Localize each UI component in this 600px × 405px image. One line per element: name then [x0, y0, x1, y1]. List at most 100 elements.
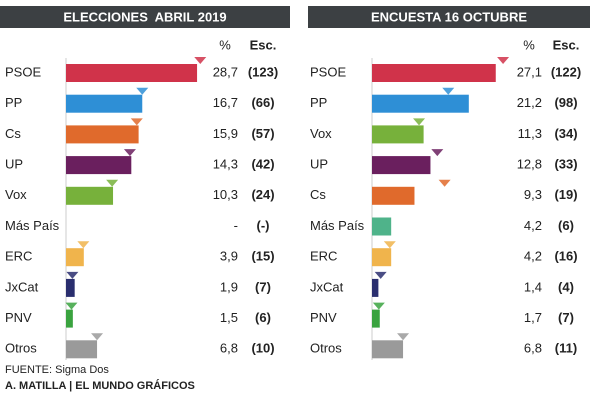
- bar: [66, 340, 98, 359]
- marker: [442, 87, 455, 95]
- category-label: Otros: [310, 341, 342, 356]
- marker: [136, 87, 149, 95]
- marker: [497, 57, 510, 64]
- bar: [66, 94, 143, 113]
- marker: [397, 333, 410, 341]
- value-label: 16,7: [213, 95, 238, 110]
- marker: [66, 271, 79, 279]
- marker: [431, 149, 444, 157]
- bar: [66, 186, 114, 205]
- bar: [372, 186, 415, 205]
- value-label: 3,9: [220, 249, 238, 264]
- bar: [66, 64, 198, 82]
- value-label: 14,3: [213, 157, 238, 172]
- seat-label: (7): [255, 279, 271, 294]
- category-label: PP: [310, 95, 327, 110]
- value-label: 4,2: [524, 218, 542, 233]
- category-label: PNV: [5, 310, 32, 325]
- marker: [383, 241, 396, 249]
- value-label: 6,8: [524, 341, 542, 356]
- value-label: -: [234, 218, 238, 233]
- seat-label: (-): [257, 218, 270, 233]
- bar: [66, 248, 84, 267]
- seat-label: (24): [251, 187, 274, 202]
- seat-label: (123): [248, 64, 278, 79]
- bar: [372, 125, 424, 144]
- marker: [106, 179, 119, 187]
- bar: [372, 248, 392, 267]
- category-label: Más País: [5, 218, 60, 233]
- marker: [77, 241, 90, 249]
- category-label: Otros: [5, 341, 37, 356]
- panel-banner: [308, 6, 590, 28]
- seat-label: (16): [554, 249, 577, 264]
- value-label: 12,8: [517, 157, 542, 172]
- value-label: 10,3: [213, 187, 238, 202]
- seat-label: (4): [558, 279, 574, 294]
- marker: [413, 118, 426, 126]
- seat-label: (7): [558, 310, 574, 325]
- value-label: 1,5: [220, 310, 238, 325]
- panel-title: ENCUESTA 16 OCTUBRE: [371, 9, 527, 24]
- seat-label: (122): [551, 64, 581, 79]
- category-label: UP: [310, 157, 328, 172]
- bar: [372, 278, 379, 297]
- bar: [66, 125, 139, 144]
- category-label: PNV: [310, 310, 337, 325]
- seat-label: (98): [554, 95, 577, 110]
- category-label: Cs: [310, 187, 326, 202]
- bar: [372, 217, 392, 236]
- seat-label: (11): [555, 341, 577, 356]
- category-label: ERC: [310, 249, 337, 264]
- marker: [65, 302, 78, 310]
- source: FUENTE: Sigma Dos: [5, 364, 109, 376]
- category-label: UP: [5, 157, 23, 172]
- bar: [372, 94, 469, 113]
- category-label: JxCat: [310, 279, 344, 294]
- value-label: 9,3: [524, 187, 542, 202]
- seat-header: Esc.: [553, 37, 580, 52]
- marker: [372, 302, 385, 310]
- value-label: 21,2: [517, 95, 542, 110]
- seat-label: (10): [251, 341, 274, 356]
- value-label: 1,4: [524, 279, 542, 294]
- bar: [66, 156, 132, 175]
- bar: [66, 278, 75, 297]
- marker: [91, 333, 104, 341]
- value-label: 1,9: [220, 279, 238, 294]
- value-label: 27,1: [517, 64, 542, 79]
- value-label: 11,3: [518, 126, 542, 141]
- seat-label: (33): [554, 157, 577, 172]
- seat-header: Esc.: [250, 37, 277, 52]
- category-label: JxCat: [5, 279, 39, 294]
- credit: A. MATILLA | EL MUNDO GRÁFICOS: [5, 379, 195, 392]
- panel-title: ELECCIONES ABRIL 2019: [63, 9, 226, 24]
- seat-label: (66): [251, 95, 274, 110]
- marker: [130, 118, 143, 126]
- bar: [372, 340, 404, 359]
- marker: [123, 149, 136, 157]
- panel-banner: [0, 6, 290, 28]
- marker: [194, 57, 207, 64]
- category-label: ERC: [5, 249, 32, 264]
- bar: [372, 156, 431, 175]
- category-label: PSOE: [5, 64, 41, 79]
- seat-label: (15): [251, 249, 274, 264]
- value-label: 4,2: [524, 249, 542, 264]
- marker: [374, 271, 387, 279]
- seat-label: (6): [255, 310, 271, 325]
- value-label: 15,9: [213, 126, 238, 141]
- bar: [372, 309, 380, 328]
- category-label: PP: [5, 95, 22, 110]
- seat-label: (6): [558, 218, 574, 233]
- pct-header: %: [523, 37, 535, 52]
- category-label: Vox: [5, 187, 27, 202]
- value-label: 6,8: [220, 341, 238, 356]
- bar: [372, 64, 496, 82]
- seat-label: (57): [251, 126, 274, 141]
- value-label: 1,7: [524, 310, 542, 325]
- category-label: Más País: [310, 218, 365, 233]
- value-label: 28,7: [213, 64, 238, 79]
- seat-label: (34): [554, 126, 577, 141]
